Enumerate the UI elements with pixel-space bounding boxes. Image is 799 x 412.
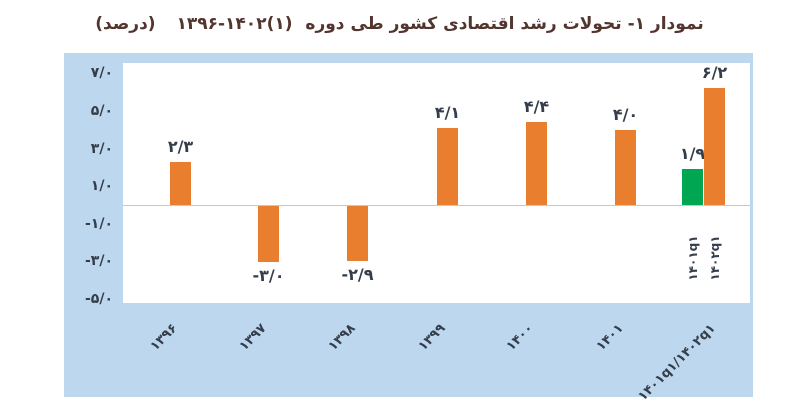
bar-7 — [682, 169, 703, 205]
y-axis-tick-label: ۱/۰ — [90, 178, 113, 195]
bar-value-label: -۳/۰ — [252, 266, 285, 286]
y-axis-tick-label: -۳/۰ — [84, 253, 113, 270]
y-axis-tick-label: -۵/۰ — [84, 291, 113, 307]
plot-area — [123, 63, 750, 303]
chart-title-period: ۱۳۹۶-۱۴۰۲(۱) — [176, 14, 293, 34]
bar-value-label: ۴/۰ — [612, 104, 639, 124]
bar-period-label: ۱۴۰۱q۱ — [685, 235, 700, 281]
y-axis-tick-label: -۱/۰ — [84, 215, 113, 232]
y-axis-tick-label: ۵/۰ — [90, 103, 113, 119]
bar-6 — [615, 129, 636, 205]
chart-title: نمودار ۱- تحولات رشد اقتصادی کشور طی دور… — [0, 14, 799, 34]
bar-5 — [526, 122, 547, 205]
bar-2 — [258, 206, 279, 263]
bar-4 — [437, 127, 458, 205]
bar-value-label: ۲/۳ — [167, 136, 194, 156]
bar-value-label: ۴/۱ — [434, 102, 461, 122]
bar-value-label: ۴/۴ — [523, 97, 550, 117]
y-axis-tick-label: ۳/۰ — [90, 140, 113, 157]
bar-3 — [347, 206, 368, 261]
bar-8 — [704, 88, 725, 205]
bar-period-label: ۱۴۰۲q۱ — [707, 235, 722, 281]
chart-title-text: نمودار ۱- تحولات رشد اقتصادی کشور طی دور… — [305, 14, 704, 34]
bar-value-label: -۲/۹ — [341, 264, 374, 284]
x-axis-line — [123, 205, 750, 206]
bar-value-label: ۱/۹ — [679, 144, 706, 164]
bar-value-label: ۶/۲ — [701, 63, 728, 83]
bar-1 — [170, 161, 191, 205]
y-axis-tick-label: ۷/۰ — [90, 65, 113, 82]
chart-title-unit: (درصد) — [95, 14, 156, 34]
